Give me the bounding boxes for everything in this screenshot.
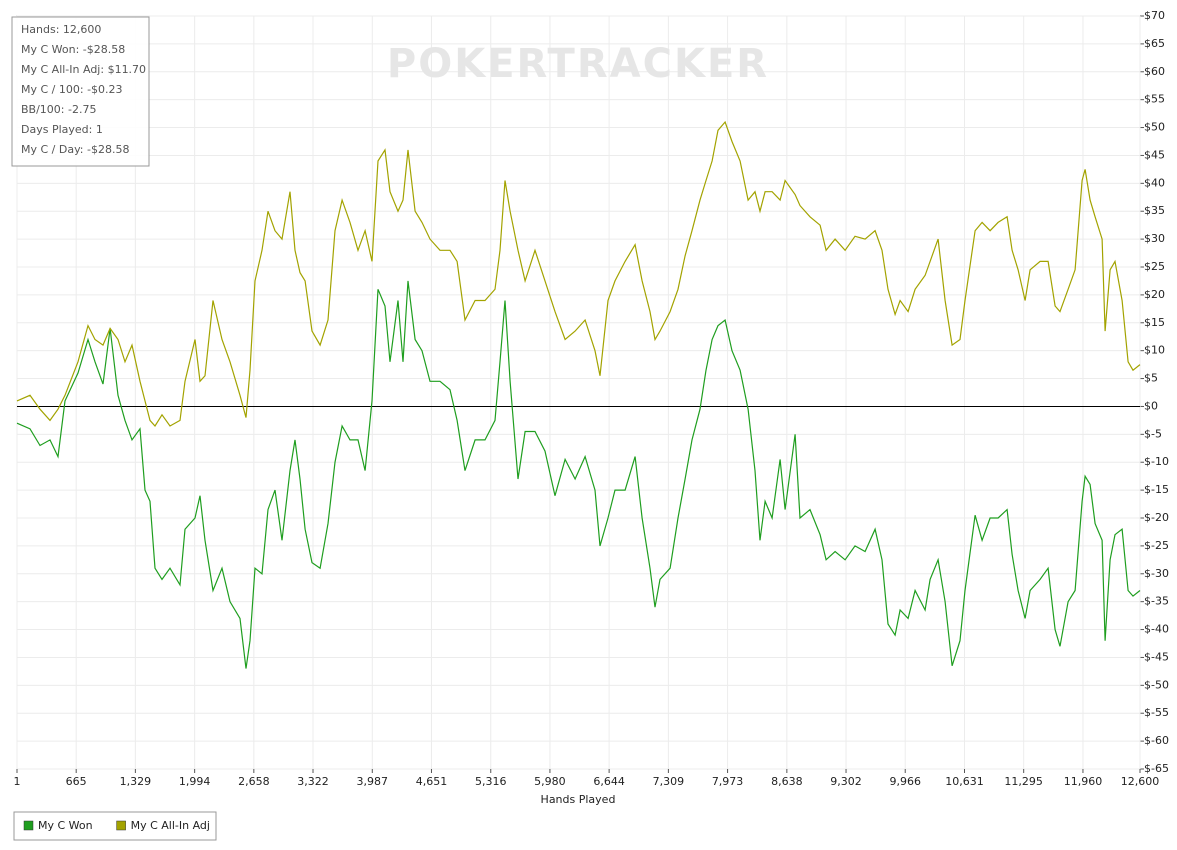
x-axis-label: Hands Played — [541, 793, 616, 806]
y-tick-label: $-45 — [1144, 650, 1169, 663]
x-tick-label: 3,987 — [357, 775, 389, 788]
series-line — [16, 120, 1141, 427]
legend-label: My C All-In Adj — [131, 819, 210, 832]
y-tick-label: $-20 — [1144, 511, 1169, 524]
x-tick-label: 1,994 — [179, 775, 211, 788]
y-tick-label: $-25 — [1144, 539, 1169, 552]
y-tick-label: $60 — [1144, 65, 1165, 78]
legend-swatch — [23, 820, 34, 831]
y-tick-label: $30 — [1144, 232, 1165, 245]
stat-line: Days Played: 1 — [21, 123, 103, 136]
x-tick-label: 8,638 — [771, 775, 803, 788]
stat-line: BB/100: -2.75 — [21, 103, 96, 116]
x-tick-label: 9,966 — [889, 775, 921, 788]
x-tick-label: 3,322 — [297, 775, 329, 788]
x-tick-label: 2,658 — [238, 775, 270, 788]
y-tick-label: $35 — [1144, 204, 1165, 217]
legend-box — [13, 811, 217, 841]
y-tick-label: $25 — [1144, 260, 1165, 273]
legend-label: My C Won — [38, 819, 93, 832]
x-tick-label: 665 — [66, 775, 87, 788]
stats: Hands: 12,600 My C Won: -$28.58 My C All-I… — [21, 23, 146, 156]
y-tick-label: $-60 — [1144, 734, 1169, 747]
stat-line: My C / 100: -$0.23 — [21, 83, 123, 96]
plot-area — [16, 15, 1141, 770]
y-tick-label: $-40 — [1144, 623, 1169, 636]
y-tick-label: $-10 — [1144, 455, 1169, 468]
lines — [16, 120, 1141, 669]
y-tick-label: $0 — [1144, 399, 1158, 412]
stats-box — [11, 16, 150, 167]
x-tick-label: 4,651 — [416, 775, 448, 788]
stat-line: Hands: 12,600 — [21, 23, 101, 36]
stat-line: My C Won: -$28.58 — [21, 43, 125, 56]
y-tick-label: $55 — [1144, 93, 1165, 106]
legend-swatch — [116, 820, 126, 831]
x-tick-label: 7,973 — [712, 775, 744, 788]
y-tick-label: $-5 — [1144, 427, 1162, 440]
x-tick-label: 11,960 — [1064, 775, 1103, 788]
x-tick-label: 5,980 — [534, 775, 566, 788]
x-tick-label: 12,600 — [1121, 775, 1160, 788]
x-tick-label: 11,295 — [1004, 775, 1043, 788]
x-tick-label: 1,329 — [120, 775, 152, 788]
y-tick-label: $-30 — [1144, 567, 1169, 580]
legend: My C Won My C All-In Adj — [23, 819, 210, 832]
x-tick-label: 5,316 — [475, 775, 507, 788]
series-line — [16, 280, 1141, 669]
x-tick-label: 10,631 — [945, 775, 984, 788]
y-tick-label: $-50 — [1144, 678, 1169, 691]
x-tick-label: 7,309 — [653, 775, 685, 788]
y-tick-label: $-35 — [1144, 595, 1169, 608]
y-tick-label: $65 — [1144, 37, 1165, 50]
x-tick-label: 6,644 — [593, 775, 625, 788]
y-tick-label: $50 — [1144, 121, 1165, 134]
stat-line: My C All-In Adj: $11.70 — [21, 63, 146, 76]
x-tick-label: 1 — [14, 775, 21, 788]
stat-line: My C / Day: -$28.58 — [21, 143, 129, 156]
y-tick-label: $-55 — [1144, 706, 1169, 719]
y-tick-label: $40 — [1144, 176, 1165, 189]
y-tick-label: $10 — [1144, 344, 1165, 357]
x-tick-label: 9,302 — [830, 775, 862, 788]
watermark: POKERTRACKER — [387, 41, 769, 87]
y-tick-label: $70 — [1144, 9, 1165, 22]
y-tick-label: $45 — [1144, 148, 1165, 161]
y-tick-label: $5 — [1144, 372, 1158, 385]
y-tick-label: $15 — [1144, 316, 1165, 329]
y-tick-label: $20 — [1144, 288, 1165, 301]
y-tick-label: $-65 — [1144, 762, 1169, 775]
y-tick-label: $-15 — [1144, 483, 1169, 496]
